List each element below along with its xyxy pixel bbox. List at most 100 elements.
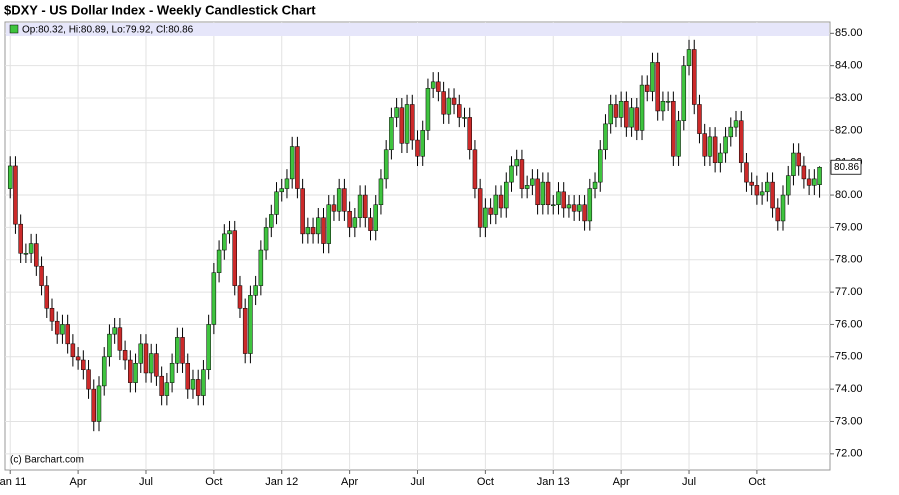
- candle-body: [321, 217, 326, 244]
- candle-body: [60, 324, 65, 335]
- candle-body: [441, 91, 446, 115]
- chart-title: $DXY - US Dollar Index - Weekly Candlest…: [4, 2, 316, 17]
- candle-body: [404, 104, 410, 144]
- legend-swatch: [9, 24, 19, 34]
- x-tick-label: Jan 13: [537, 476, 570, 488]
- candle-body: [420, 130, 425, 157]
- candle-body: [759, 191, 765, 196]
- candle-body: [117, 327, 123, 351]
- candle-body: [81, 359, 86, 370]
- candle-body: [295, 146, 300, 189]
- candle-body: [707, 136, 713, 157]
- candle-body: [765, 181, 770, 193]
- candle-body: [169, 363, 175, 383]
- candle-body: [504, 181, 509, 209]
- candle-body: [514, 159, 519, 167]
- candle-body: [462, 117, 467, 119]
- candle-body: [201, 369, 206, 396]
- candle-body: [352, 217, 358, 228]
- candle-body: [274, 191, 279, 215]
- candle-body: [686, 49, 692, 66]
- candle-body: [817, 166, 822, 185]
- candle-body: [222, 233, 227, 251]
- candle-body: [363, 194, 368, 218]
- y-tick-label: 72.00: [835, 448, 863, 460]
- candle-body: [39, 265, 44, 286]
- candle-body: [7, 165, 13, 189]
- candle-body: [477, 188, 483, 228]
- x-tick-label: Apr: [613, 476, 630, 488]
- candle-body: [806, 178, 812, 186]
- y-tick-label: 85.00: [835, 27, 863, 39]
- candle-body: [70, 343, 76, 358]
- candle-body: [378, 178, 384, 206]
- x-tick-label: Jan 11: [0, 476, 26, 488]
- x-tick-label: Oct: [477, 476, 494, 488]
- candle-body: [472, 149, 478, 189]
- candle-body: [331, 204, 337, 212]
- candle-body: [483, 207, 488, 228]
- candle-body: [373, 204, 378, 231]
- legend-text: Op:80.32, Hi:80.89, Lo:79.92, Cl:80.86: [22, 25, 194, 36]
- y-tick-label: 83.00: [835, 92, 863, 104]
- candle-body: [691, 49, 697, 105]
- candle-body: [812, 178, 817, 186]
- candle-body: [23, 253, 29, 255]
- candle-body: [154, 353, 159, 377]
- candle-body: [263, 227, 269, 251]
- candle-body: [159, 375, 164, 396]
- candle-body: [300, 188, 305, 235]
- candle-body: [618, 100, 624, 118]
- candle-body: [195, 379, 201, 396]
- y-tick-label: 77.00: [835, 286, 863, 298]
- x-tick-label: Apr: [341, 476, 358, 488]
- candle-body: [86, 369, 91, 390]
- candle-body: [190, 379, 196, 390]
- candle-body: [75, 356, 81, 361]
- candle-body: [206, 324, 211, 370]
- candle-body: [289, 146, 295, 180]
- candle-body: [577, 204, 582, 212]
- x-tick-label: Jul: [682, 476, 696, 488]
- candle-body: [284, 178, 290, 189]
- x-tick-label: Jan 12: [265, 476, 298, 488]
- candle-body: [540, 181, 546, 206]
- legend-band: [6, 23, 829, 36]
- candle-body: [634, 107, 640, 131]
- candle-body: [180, 337, 185, 364]
- y-tick-label: 74.00: [835, 383, 863, 395]
- last-price-box: [830, 159, 862, 175]
- candle-body: [347, 210, 352, 228]
- candle-body: [399, 107, 405, 144]
- candle-body: [326, 204, 331, 244]
- candle-body: [96, 385, 102, 422]
- candle-body: [368, 217, 373, 231]
- candle-body: [237, 285, 243, 309]
- candle-body: [660, 100, 666, 112]
- candle-body: [697, 104, 702, 134]
- candle-body: [128, 359, 133, 383]
- candle-body: [49, 308, 55, 322]
- candle-body: [566, 204, 572, 209]
- y-tick-label: 79.00: [835, 221, 863, 233]
- y-tick-label: 75.00: [835, 351, 863, 363]
- candle-body: [738, 120, 744, 163]
- candle-body: [148, 353, 154, 374]
- candle-body: [44, 285, 50, 309]
- candle-body: [603, 123, 608, 151]
- candle-body: [253, 285, 258, 296]
- candle-body: [258, 249, 264, 286]
- candle-body: [13, 165, 18, 225]
- candle-body: [342, 188, 347, 212]
- candle-body: [425, 88, 431, 131]
- last-price-label: 80.86: [834, 162, 859, 173]
- candle-body: [608, 104, 613, 125]
- candle-body: [498, 194, 504, 209]
- candle-body: [394, 107, 399, 118]
- candle-body: [551, 204, 556, 207]
- candle-body: [629, 107, 634, 128]
- candle-body: [133, 363, 138, 383]
- candle-body: [650, 62, 655, 92]
- candle-body: [232, 230, 237, 286]
- y-tick-label: 80.00: [835, 189, 863, 201]
